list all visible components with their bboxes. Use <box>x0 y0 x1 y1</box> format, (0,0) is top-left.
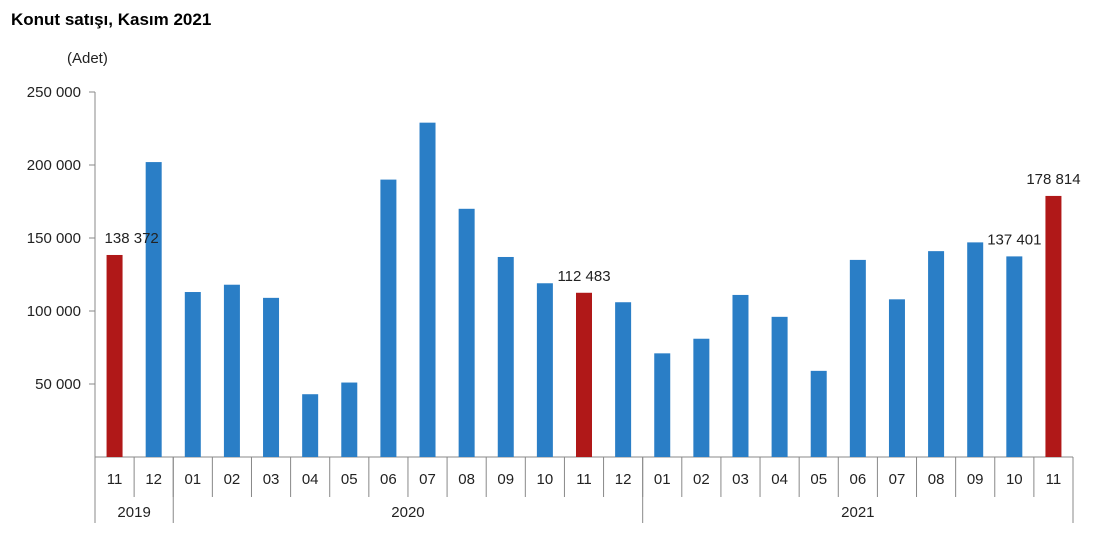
x-tick-label: 10 <box>1006 471 1023 488</box>
bar <box>928 251 945 457</box>
x-tick-label: 03 <box>263 471 280 488</box>
x-tick-label: 01 <box>184 471 201 488</box>
bar <box>419 122 436 457</box>
bar <box>1006 256 1023 457</box>
y-tick-label: 150 000 <box>27 230 81 247</box>
x-tick-label: 01 <box>654 471 671 488</box>
x-tick-label: 12 <box>145 471 162 488</box>
bar <box>771 316 788 457</box>
bar <box>380 179 397 457</box>
data-label: 137 401 <box>987 231 1041 248</box>
bar <box>693 338 710 457</box>
bar <box>732 294 749 457</box>
x-tick-label: 10 <box>537 471 554 488</box>
bar <box>654 353 671 457</box>
bar <box>536 283 553 457</box>
x-tick-label: 12 <box>615 471 632 488</box>
x-tick-label: 11 <box>107 471 123 488</box>
x-tick-label: 09 <box>967 471 984 488</box>
bar <box>145 162 162 457</box>
x-year-label: 2020 <box>391 504 424 521</box>
x-tick-label: 03 <box>732 471 749 488</box>
x-tick-label: 04 <box>302 471 319 488</box>
x-tick-label: 08 <box>458 471 475 488</box>
bar <box>263 297 280 457</box>
y-axis-unit-label: (Adet) <box>67 50 108 67</box>
x-tick-label: 07 <box>889 471 906 488</box>
x-tick-label: 05 <box>341 471 358 488</box>
data-label: 138 372 <box>105 230 159 247</box>
bar <box>576 292 592 457</box>
chart-title: Konut satışı, Kasım 2021 <box>11 10 212 29</box>
bar <box>458 208 475 457</box>
bar <box>849 259 866 457</box>
y-tick-label: 50 000 <box>35 376 81 393</box>
y-tick-label: 200 000 <box>27 157 81 174</box>
bar <box>184 292 201 457</box>
x-tick-label: 08 <box>928 471 945 488</box>
x-tick-label: 02 <box>693 471 710 488</box>
data-label: 112 483 <box>557 268 610 285</box>
bar <box>888 299 905 457</box>
x-tick-label: 11 <box>1046 471 1062 488</box>
y-tick-label: 250 000 <box>27 84 81 101</box>
bar <box>810 370 827 457</box>
y-tick-label: 100 000 <box>27 303 81 320</box>
x-tick-label: 06 <box>380 471 397 488</box>
x-tick-label: 05 <box>810 471 827 488</box>
x-year-label: 2021 <box>841 504 874 521</box>
bar <box>106 254 123 457</box>
x-tick-label: 06 <box>849 471 866 488</box>
x-tick-label: 11 <box>576 471 592 488</box>
bar <box>302 394 319 457</box>
x-year-label: 2019 <box>117 504 150 521</box>
bar <box>1045 195 1062 457</box>
x-tick-label: 09 <box>497 471 514 488</box>
bar <box>341 382 358 457</box>
data-label: 178 814 <box>1026 171 1080 188</box>
bar <box>615 302 632 457</box>
bar <box>967 242 984 457</box>
x-tick-label: 07 <box>419 471 436 488</box>
bar <box>497 256 514 457</box>
bar <box>223 284 240 457</box>
x-tick-label: 04 <box>771 471 788 488</box>
x-tick-label: 02 <box>224 471 241 488</box>
